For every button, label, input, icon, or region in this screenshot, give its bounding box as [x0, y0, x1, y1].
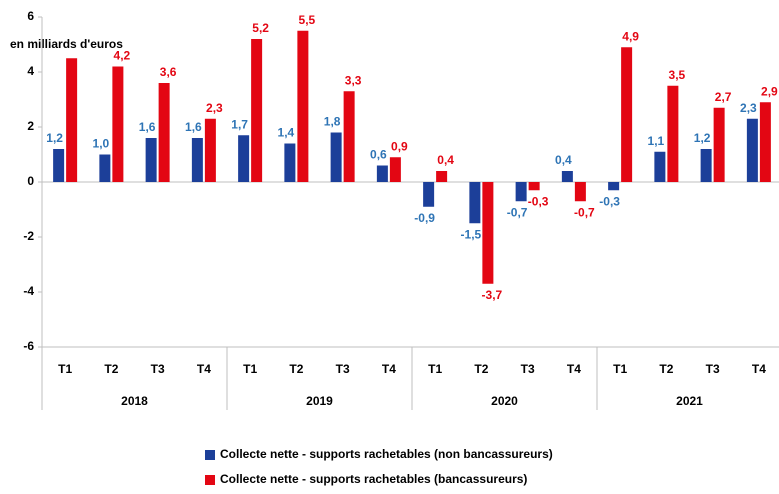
x-tick-label: T2: [289, 362, 303, 376]
data-label: 2,3: [740, 101, 757, 115]
x-tick-label: T4: [197, 362, 211, 376]
bar: [99, 154, 111, 182]
bar: [376, 165, 388, 182]
data-label: 2,9: [761, 84, 778, 98]
bar: [191, 138, 203, 182]
data-label: 5,2: [252, 21, 269, 35]
data-label: 3,3: [345, 73, 362, 87]
data-label: 4,9: [622, 29, 639, 43]
x-tick-label: T4: [567, 362, 581, 376]
data-label: 4,2: [114, 49, 131, 63]
x-tick-label: T3: [336, 362, 350, 376]
bar: [746, 118, 758, 182]
bar: [621, 47, 633, 182]
data-label: 1,0: [93, 137, 110, 151]
bar: [561, 171, 573, 182]
legend-swatch: [205, 475, 215, 485]
bar: [66, 58, 78, 182]
data-label: 0,4: [555, 153, 572, 167]
x-tick-label: T2: [104, 362, 118, 376]
data-label: -0,3: [528, 194, 549, 208]
bar: [423, 182, 435, 207]
data-label: -0,7: [574, 205, 595, 219]
y-tick-label: -2: [23, 229, 34, 243]
bar: [389, 157, 401, 182]
bar: [700, 149, 712, 182]
data-label: 2,7: [715, 90, 732, 104]
y-tick-label: 6: [27, 9, 34, 23]
bar: [713, 107, 725, 182]
bar: [343, 91, 355, 182]
data-label: 3,6: [160, 65, 177, 79]
bar: [482, 182, 494, 284]
group-label: 2021: [676, 394, 703, 408]
bar: [204, 118, 216, 182]
data-label: 3,5: [669, 68, 686, 82]
y-tick-label: 4: [27, 64, 34, 78]
bar: [284, 143, 296, 182]
data-label: -0,9: [414, 211, 435, 225]
bar: [528, 182, 540, 191]
data-label: 1,2: [46, 131, 63, 145]
data-label: 1,6: [185, 120, 202, 134]
data-label: 0,9: [391, 139, 408, 153]
bar: [654, 151, 666, 182]
legend-swatch: [205, 450, 215, 460]
bar: [158, 83, 170, 182]
data-label: -3,7: [482, 288, 503, 302]
data-label: 2,3: [206, 101, 223, 115]
data-label: 1,1: [648, 134, 665, 148]
x-tick-label: T2: [659, 362, 673, 376]
legend-label: Collecte nette - supports rachetables (n…: [220, 447, 553, 461]
bar: [251, 39, 263, 182]
bar: [759, 102, 771, 182]
data-label: 1,7: [231, 117, 248, 131]
data-label: -0,3: [599, 194, 620, 208]
bar: [469, 182, 481, 224]
bar: [145, 138, 157, 182]
x-tick-label: T1: [613, 362, 627, 376]
x-tick-label: T1: [58, 362, 72, 376]
bar: [238, 135, 250, 182]
x-tick-label: T2: [474, 362, 488, 376]
x-tick-label: T1: [243, 362, 257, 376]
data-label: 1,4: [278, 126, 295, 140]
y-tick-label: 0: [27, 174, 34, 188]
x-tick-label: T4: [752, 362, 766, 376]
data-label: -0,7: [507, 205, 528, 219]
x-tick-label: T3: [521, 362, 535, 376]
bar: [297, 30, 309, 182]
data-label: 0,4: [437, 153, 454, 167]
group-label: 2020: [491, 394, 518, 408]
x-tick-label: T1: [428, 362, 442, 376]
data-label: 0,6: [370, 148, 387, 162]
group-label: 2018: [121, 394, 148, 408]
data-label: -1,5: [461, 227, 482, 241]
data-label: 5,5: [299, 13, 316, 27]
legend-label: Collecte nette - supports rachetables (b…: [220, 472, 527, 486]
bar: [574, 182, 586, 202]
bar: [667, 85, 679, 182]
group-label: 2019: [306, 394, 333, 408]
x-tick-label: T4: [382, 362, 396, 376]
data-label: 1,2: [694, 131, 711, 145]
x-tick-label: T3: [706, 362, 720, 376]
y-tick-label: 2: [27, 119, 34, 133]
x-tick-label: T3: [151, 362, 165, 376]
bar: [112, 66, 124, 182]
y-tick-label: -4: [23, 284, 34, 298]
y-axis-label: en milliards d'euros: [10, 37, 123, 51]
y-tick-label: -6: [23, 339, 34, 353]
data-label: 1,8: [324, 115, 341, 129]
data-label: 1,6: [139, 120, 156, 134]
bar: [53, 149, 65, 182]
bar: [330, 132, 342, 182]
bar: [608, 182, 620, 191]
bar: [515, 182, 527, 202]
bar: [436, 171, 448, 182]
